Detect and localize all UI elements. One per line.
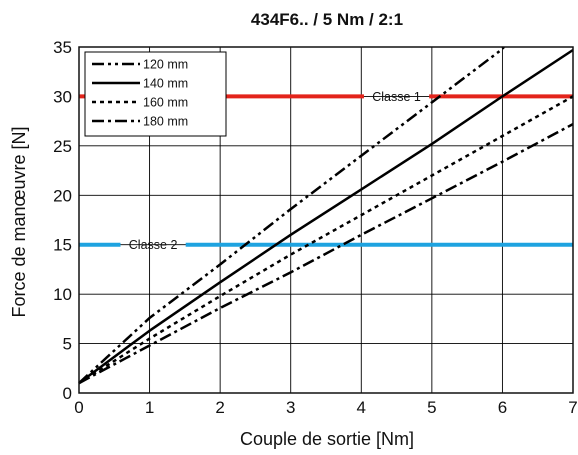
chart-title: 434F6.. / 5 Nm / 2:1	[251, 10, 403, 29]
x-tick-label: 0	[74, 398, 83, 417]
legend-label: 120 mm	[143, 58, 188, 72]
x-axis-label: Couple de sortie [Nm]	[240, 429, 414, 449]
x-tick-label: 6	[498, 398, 507, 417]
legend-label: 140 mm	[143, 77, 188, 91]
y-tick-label: 15	[53, 236, 72, 255]
legend: 120 mm 140 mm 160 mm 180 mm	[84, 51, 227, 137]
series-line	[78, 46, 505, 385]
y-tick-label: 0	[63, 384, 72, 403]
x-tick-label: 2	[215, 398, 224, 417]
y-tick-label: 5	[63, 335, 72, 354]
y-tick-label: 30	[53, 87, 72, 106]
reference-line-label: Classe 2	[129, 238, 178, 252]
y-tick-label: 25	[53, 137, 72, 156]
series-line	[78, 48, 574, 385]
series-lines	[78, 46, 574, 385]
x-tick-label: 1	[145, 398, 154, 417]
tick-labels: 0 1 2 3 4 5 6 7 0 5 10 15 20 25 30 35	[53, 38, 578, 417]
y-tick-label: 10	[53, 285, 72, 304]
y-tick-label: 20	[53, 186, 72, 205]
y-axis-label: Force de manœuvre [N]	[9, 126, 29, 317]
x-tick-label: 3	[286, 398, 295, 417]
legend-label: 160 mm	[143, 96, 188, 110]
reference-line-label: Classe 1	[372, 90, 421, 104]
x-tick-label: 4	[357, 398, 366, 417]
grid	[78, 46, 574, 394]
series-line	[78, 95, 574, 385]
series-line	[78, 122, 574, 385]
x-tick-label: 5	[427, 398, 436, 417]
plot-frame	[78, 46, 574, 394]
legend-label: 180 mm	[143, 115, 188, 129]
x-tick-label: 7	[568, 398, 577, 417]
y-tick-label: 35	[53, 38, 72, 57]
